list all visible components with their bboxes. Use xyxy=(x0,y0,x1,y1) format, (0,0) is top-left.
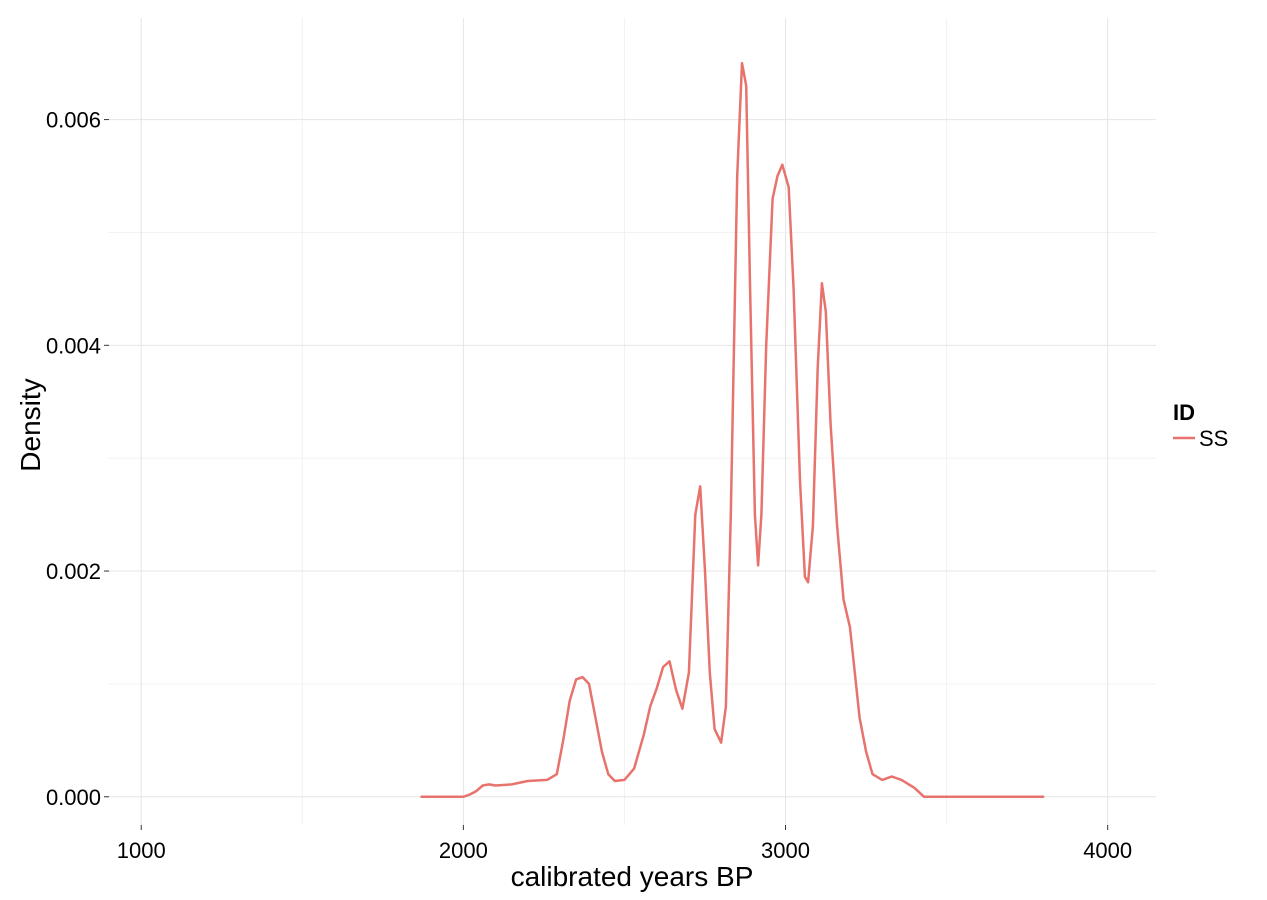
legend-label-ss: SS xyxy=(1199,426,1228,451)
x-tick-label: 3000 xyxy=(761,838,810,863)
axis-ticks xyxy=(104,119,1109,830)
series-layer xyxy=(420,61,1045,799)
major-gridlines xyxy=(109,18,1156,825)
x-axis-title: calibrated years BP xyxy=(511,861,754,892)
series-line-ss xyxy=(420,61,1045,799)
y-tick-label: 0.006 xyxy=(46,108,101,133)
x-axis-tick-labels: 1000 2000 3000 4000 xyxy=(117,838,1132,863)
minor-gridlines xyxy=(109,18,1156,825)
y-axis-tick-labels: 0.000 0.002 0.004 0.006 xyxy=(46,108,101,810)
x-tick-label: 4000 xyxy=(1083,838,1132,863)
legend-title: ID xyxy=(1173,400,1195,425)
y-tick-label: 0.002 xyxy=(46,559,101,584)
x-tick-label: 1000 xyxy=(117,838,166,863)
y-tick-label: 0.000 xyxy=(46,785,101,810)
y-tick-label: 0.004 xyxy=(46,333,101,358)
y-axis-title: Density xyxy=(15,378,46,471)
legend: ID SS xyxy=(1173,400,1228,451)
x-tick-label: 2000 xyxy=(439,838,488,863)
